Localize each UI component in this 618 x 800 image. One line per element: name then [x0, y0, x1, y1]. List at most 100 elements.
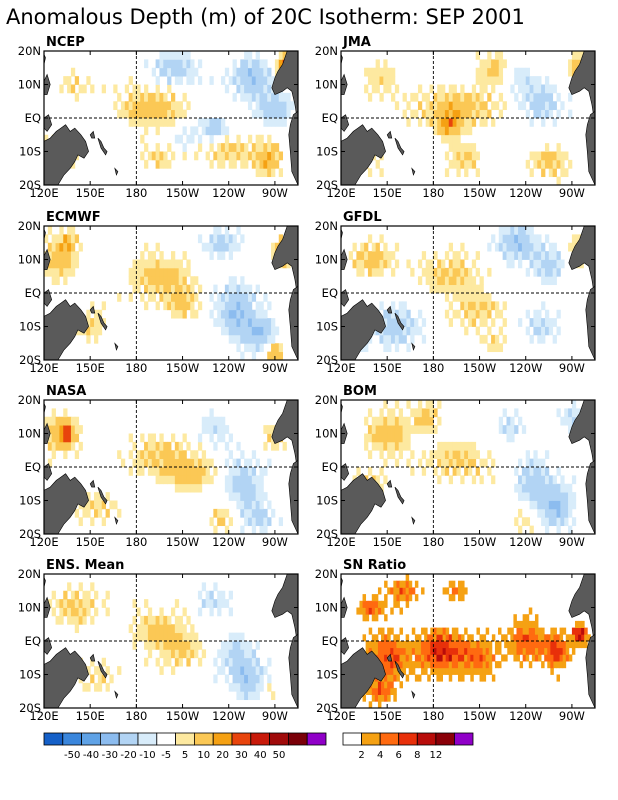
field-cell [516, 647, 520, 655]
field-cell [178, 483, 183, 493]
field-cell [186, 467, 191, 476]
field-cell [383, 84, 388, 94]
field-cell [379, 92, 384, 102]
field-cell [167, 624, 172, 634]
field-cell [475, 309, 480, 319]
field-cell [236, 657, 241, 667]
field-cell [541, 647, 545, 655]
land-polygon [114, 342, 119, 351]
field-cell [525, 267, 530, 277]
land-polygon [44, 299, 89, 360]
field-cell [559, 647, 564, 655]
land-polygon [341, 647, 386, 708]
field-cell [209, 159, 214, 169]
field-cell [491, 67, 496, 77]
field-cell [271, 334, 276, 344]
field-cell [548, 500, 554, 510]
field-cell [263, 318, 268, 327]
field-cell [174, 657, 180, 667]
field-cell [541, 276, 546, 286]
field-cell [417, 326, 423, 336]
land-polygon [288, 285, 298, 360]
field-cell [391, 251, 396, 260]
field-cell [51, 590, 56, 600]
field-cell [383, 67, 388, 77]
field-cell [444, 441, 450, 451]
field-cell [371, 433, 377, 443]
field-cell [581, 627, 585, 635]
field-cell [525, 234, 530, 244]
field-cell [417, 400, 423, 409]
field-cell [494, 301, 500, 311]
field-cell [182, 458, 187, 468]
field-cell [461, 580, 465, 588]
field-cell [479, 667, 484, 675]
field-cell [259, 334, 264, 344]
field-cell [560, 416, 565, 426]
field-cell [470, 654, 474, 662]
field-cell [537, 251, 542, 260]
field-cell [391, 425, 396, 434]
field-cell [224, 525, 230, 534]
field-cell [491, 475, 496, 485]
field-cell [70, 590, 76, 600]
y-tick-label: 10N [315, 253, 338, 267]
field-cell [464, 301, 469, 311]
y-tick-label: 20S [19, 353, 41, 367]
field-cell [244, 159, 249, 169]
field-cell [475, 251, 480, 260]
field-cell [383, 309, 388, 319]
field-cell [201, 416, 207, 426]
field-cell [437, 400, 442, 409]
field-cell [460, 475, 465, 485]
field-cell [51, 607, 56, 617]
field-cell [393, 600, 397, 608]
field-cell [278, 59, 284, 69]
field-cell [251, 666, 257, 675]
field-cell [541, 301, 546, 311]
field-cell [510, 84, 515, 94]
field-cell [399, 654, 403, 662]
field-cell [531, 620, 536, 628]
field-cell [178, 309, 183, 319]
field-cell [271, 151, 276, 161]
field-cell [101, 517, 106, 527]
field-cell [240, 234, 245, 244]
field-cell [267, 67, 272, 77]
field-cell [271, 343, 276, 353]
field-cell [159, 109, 164, 119]
field-cell [201, 599, 207, 608]
field-cell [452, 467, 457, 476]
x-tick-label: 120W [212, 709, 245, 723]
field-cell [479, 67, 484, 77]
field-cell [267, 682, 272, 692]
x-tick-label: 120W [212, 186, 245, 200]
land-polygon [288, 459, 298, 534]
field-cell [375, 425, 380, 434]
field-cell [259, 101, 264, 111]
field-cell [454, 667, 459, 675]
field-cell [240, 159, 245, 169]
field-cell [247, 674, 253, 684]
field-cell [525, 159, 530, 169]
field-cell [516, 654, 520, 662]
field-cell [240, 84, 245, 94]
field-cell [271, 318, 276, 327]
field-cell [552, 517, 557, 527]
colorbar-swatch [398, 732, 418, 746]
field-cell [171, 607, 176, 617]
field-cell [394, 326, 400, 336]
field-cell [59, 433, 64, 443]
field-cell [371, 614, 376, 622]
field-cell [578, 634, 582, 642]
field-cell [383, 334, 388, 344]
field-cell [74, 450, 80, 460]
field-cell [232, 92, 237, 102]
field-cell [464, 168, 469, 178]
field-cell [394, 334, 400, 344]
field-cell [405, 600, 410, 608]
field-cell [105, 492, 110, 501]
field-cell [205, 126, 210, 136]
field-cell [360, 259, 365, 269]
land-mask [44, 574, 298, 708]
